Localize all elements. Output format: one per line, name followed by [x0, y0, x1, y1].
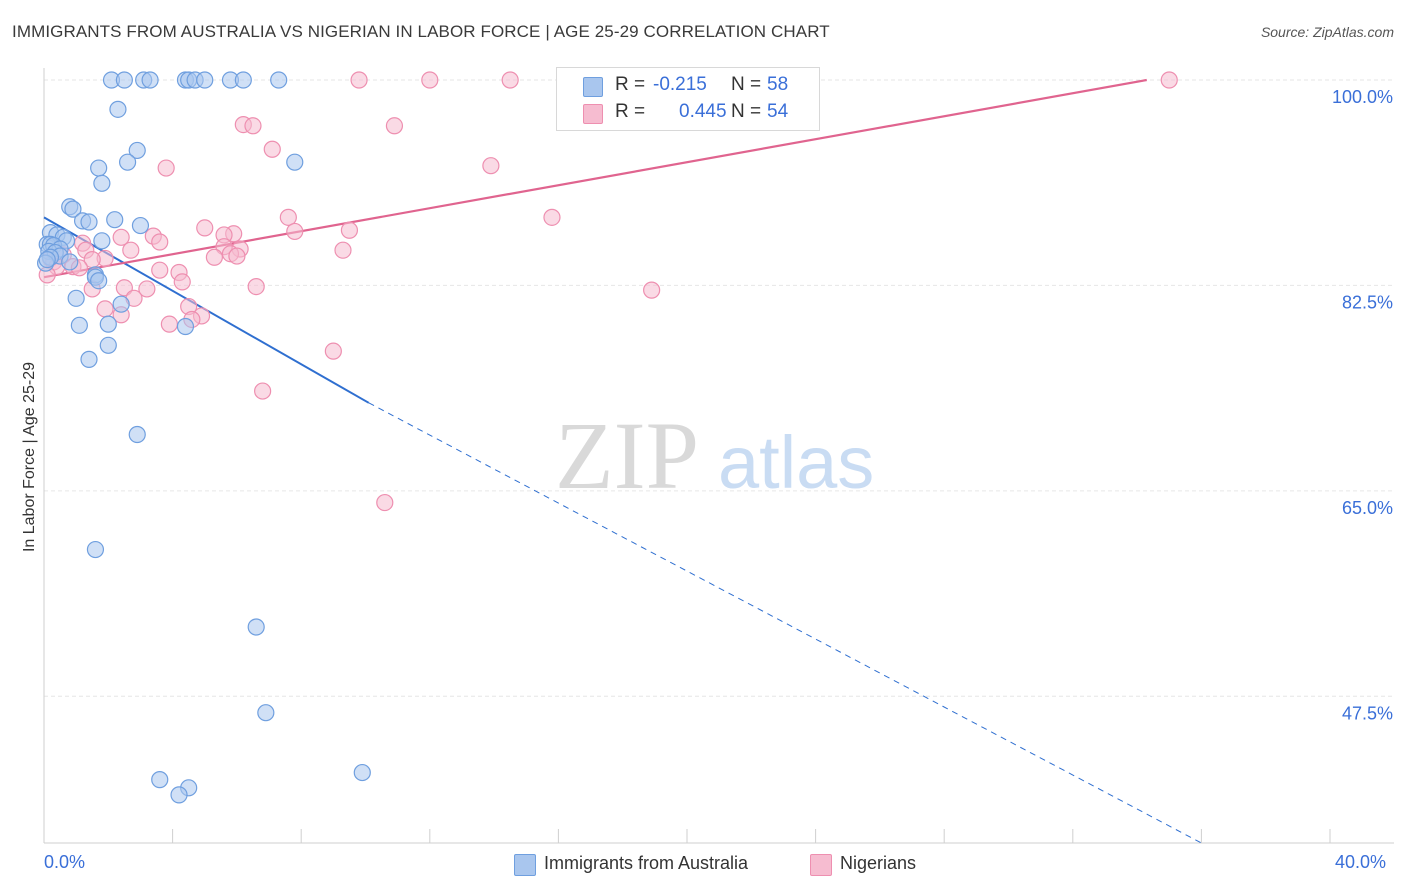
y-tick-labels: 100.0% 82.5% 65.0% 47.5%: [1332, 87, 1393, 723]
data-point-australia: [176, 317, 195, 336]
data-point-nigerian: [247, 277, 265, 296]
legend-n-label: N =: [731, 101, 762, 122]
data-point-australia: [170, 786, 188, 804]
legend-label-nigerian: Nigerians: [840, 853, 917, 873]
data-point-australia: [90, 272, 108, 290]
data-point-australia: [106, 211, 124, 229]
data-point-australia: [80, 213, 98, 231]
gridlines: [44, 79, 1394, 697]
data-point-nigerian: [421, 71, 439, 89]
data-point-australia: [99, 336, 117, 354]
x-tick-label-max: 40.0%: [1335, 852, 1387, 872]
legend-swatch-australia: [514, 854, 536, 876]
data-point-australia: [86, 540, 105, 559]
legend-r-value-nigerian: 0.445: [679, 101, 727, 122]
legend-n-label: N =: [731, 74, 762, 95]
data-point-nigerian: [173, 273, 191, 291]
data-point-nigerian: [254, 382, 272, 400]
data-point-australia: [286, 153, 304, 171]
source-label: Source: ZipAtlas.com: [1260, 24, 1394, 40]
data-point-australia: [64, 200, 82, 218]
data-point-nigerian: [205, 248, 223, 266]
data-point-nigerian: [334, 241, 352, 259]
data-point-australia: [118, 153, 137, 171]
legend-n-value-australia: 58: [767, 74, 789, 95]
y-axis-label-wrap: In Labor Force | Age 25-29: [18, 330, 42, 590]
data-point-nigerian: [385, 117, 404, 135]
data-point-nigerian: [350, 71, 368, 89]
data-point-australia: [93, 174, 111, 192]
data-point-nigerian: [196, 219, 214, 237]
data-point-nigerian: [157, 159, 175, 177]
legend-swatch-nigerian: [583, 104, 603, 124]
data-point-australia: [67, 289, 85, 307]
watermark: ZIP atlas: [555, 402, 874, 509]
data-point-australia: [80, 350, 98, 368]
data-point-australia: [128, 141, 146, 160]
data-point-nigerian: [160, 315, 178, 333]
data-point-australia: [131, 216, 150, 235]
correlation-legend: R = -0.215 N = 58 R = 0.445 N = 54: [556, 67, 820, 131]
data-point-australia: [151, 771, 169, 789]
data-point-nigerian: [151, 261, 169, 279]
data-point-australia: [270, 71, 288, 89]
data-point-nigerian: [279, 208, 297, 226]
y-tick-label: 65.0%: [1342, 498, 1393, 518]
chart-title: IMMIGRANTS FROM AUSTRALIA VS NIGERIAN IN…: [12, 22, 830, 41]
data-point-nigerian: [643, 281, 661, 299]
data-point-australia: [70, 316, 88, 334]
data-point-australia: [141, 71, 159, 89]
data-point-australia: [247, 618, 265, 636]
data-point-australia: [93, 232, 111, 250]
data-point-australia: [353, 763, 371, 782]
data-point-australia: [38, 250, 56, 269]
data-point-nigerian: [244, 117, 262, 135]
legend-r-value-australia: -0.215: [653, 74, 707, 95]
data-point-nigerian: [324, 342, 342, 360]
data-point-australia: [90, 159, 108, 177]
legend-swatch-nigerian: [810, 854, 832, 876]
x-tick-label-min: 0.0%: [44, 852, 86, 872]
data-point-australia: [112, 295, 130, 313]
data-point-australia: [61, 253, 79, 271]
trend-line-australia-extension: [368, 402, 1202, 844]
y-tick-label: 47.5%: [1342, 703, 1393, 723]
y-tick-label: 100.0%: [1332, 87, 1393, 107]
data-point-australia: [257, 704, 275, 722]
data-point-nigerian: [286, 222, 304, 241]
legend-r-label: R =: [615, 74, 646, 95]
data-point-australia: [115, 71, 133, 89]
data-point-nigerian: [340, 221, 359, 239]
legend-swatch-australia: [583, 77, 603, 97]
axes: [43, 68, 1394, 844]
watermark-atlas: atlas: [718, 421, 874, 504]
australia-points: [37, 71, 371, 804]
data-point-nigerian: [376, 493, 394, 512]
y-axis-label: In Labor Force | Age 25-29: [21, 361, 38, 553]
y-tick-label: 82.5%: [1342, 292, 1393, 312]
data-point-nigerian: [122, 241, 140, 259]
legend-n-value-nigerian: 54: [767, 101, 789, 122]
data-point-nigerian: [543, 208, 561, 226]
data-point-nigerian: [138, 280, 156, 298]
data-point-nigerian: [482, 157, 500, 175]
data-point-australia: [109, 100, 127, 118]
data-point-nigerian: [1160, 71, 1178, 89]
data-point-australia: [99, 315, 117, 333]
data-point-nigerian: [501, 71, 519, 89]
data-point-australia: [234, 71, 252, 89]
data-point-australia: [196, 71, 214, 89]
watermark-zip: ZIP: [555, 402, 699, 509]
data-point-nigerian: [115, 279, 133, 297]
data-point-nigerian: [96, 300, 114, 318]
data-point-nigerian: [228, 247, 246, 265]
data-point-nigerian: [263, 140, 281, 158]
data-point-nigerian: [112, 228, 130, 246]
legend-label-australia: Immigrants from Australia: [544, 853, 749, 873]
data-point-nigerian: [151, 233, 169, 251]
legend-r-label: R =: [615, 101, 646, 122]
data-point-australia: [128, 425, 146, 444]
